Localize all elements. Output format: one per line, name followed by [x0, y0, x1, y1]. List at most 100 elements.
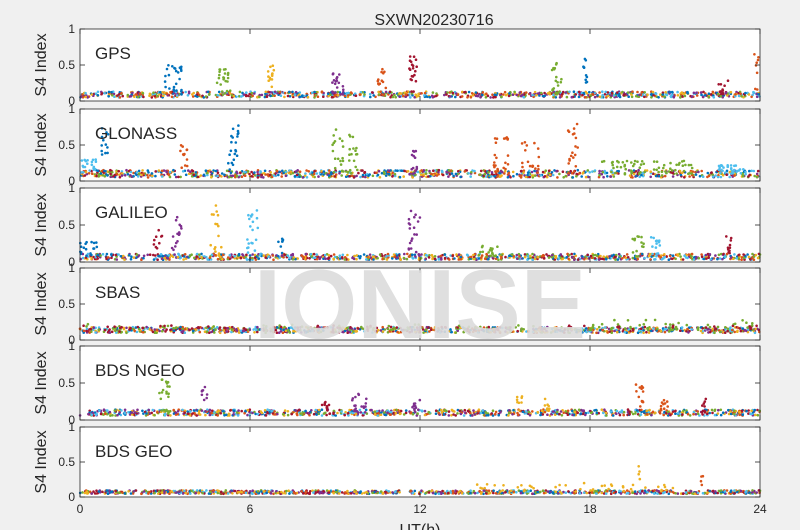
- data-point: [85, 172, 89, 176]
- data-point: [512, 408, 515, 412]
- data-point: [506, 163, 510, 166]
- data-point: [208, 408, 212, 412]
- data-point: [332, 170, 336, 174]
- data-point: [83, 174, 87, 177]
- data-point: [714, 254, 717, 257]
- data-point: [445, 170, 448, 174]
- data-point: [214, 204, 218, 207]
- data-point: [394, 95, 398, 99]
- data-point: [396, 169, 399, 172]
- data-point: [493, 93, 497, 96]
- data-point: [642, 331, 645, 335]
- data-point: [367, 174, 370, 177]
- data-point: [219, 83, 222, 86]
- data-point: [435, 94, 438, 98]
- data-point: [576, 146, 579, 149]
- data-point: [286, 94, 290, 98]
- data-point: [454, 95, 457, 99]
- data-point: [694, 412, 698, 416]
- data-point: [640, 91, 644, 94]
- data-point: [100, 153, 104, 156]
- data-point: [719, 95, 723, 98]
- data-point: [733, 322, 737, 326]
- data-point: [593, 257, 597, 260]
- data-point: [198, 253, 201, 256]
- data-point: [336, 157, 340, 161]
- data-point: [442, 413, 446, 416]
- data-point: [688, 175, 691, 178]
- data-point: [361, 414, 365, 417]
- data-point: [755, 61, 758, 64]
- data-point: [420, 92, 423, 95]
- data-points: [80, 122, 760, 179]
- data-point: [423, 91, 427, 95]
- data-point: [173, 173, 177, 176]
- data-point: [700, 169, 703, 173]
- data-point: [161, 329, 164, 333]
- data-point: [129, 94, 133, 98]
- data-point: [215, 81, 219, 85]
- data-point: [301, 176, 305, 179]
- data-point: [522, 95, 525, 99]
- data-point: [158, 241, 161, 245]
- data-point: [408, 172, 412, 176]
- data-point: [249, 215, 253, 218]
- data-point: [127, 254, 131, 257]
- data-point: [717, 83, 720, 86]
- data-point: [236, 135, 239, 138]
- data-point: [115, 258, 119, 261]
- data-point: [190, 327, 194, 330]
- data-point: [714, 174, 717, 177]
- data-point: [221, 93, 225, 96]
- data-point: [312, 172, 316, 176]
- data-point: [752, 90, 755, 94]
- data-point: [359, 91, 363, 94]
- data-point: [658, 244, 662, 247]
- data-point: [413, 73, 416, 77]
- data-point: [663, 174, 667, 178]
- data-point: [584, 175, 588, 179]
- data-point: [346, 171, 350, 174]
- data-point: [493, 161, 496, 164]
- data-point: [291, 90, 294, 94]
- data-point: [383, 70, 386, 74]
- data-point: [100, 92, 104, 95]
- data-point: [504, 161, 507, 165]
- data-point: [250, 175, 254, 178]
- data-point: [640, 252, 644, 256]
- data-point: [351, 135, 355, 139]
- data-point: [113, 173, 116, 177]
- data-point: [661, 93, 665, 96]
- data-point: [331, 72, 335, 76]
- data-point: [96, 90, 100, 94]
- data-point: [678, 169, 682, 173]
- data-point: [175, 215, 179, 219]
- data-point: [350, 152, 353, 156]
- data-point: [226, 326, 230, 330]
- data-point: [631, 327, 635, 331]
- data-point: [379, 90, 383, 93]
- data-point: [757, 93, 760, 96]
- data-point: [414, 69, 417, 73]
- data-point: [636, 257, 639, 261]
- data-point: [277, 240, 280, 244]
- data-point: [210, 253, 214, 256]
- data-point: [221, 257, 224, 261]
- data-point: [263, 169, 267, 173]
- data-point: [623, 163, 627, 167]
- data-point: [223, 173, 226, 177]
- data-point: [177, 252, 180, 256]
- data-point: [618, 92, 621, 96]
- data-point: [236, 129, 240, 133]
- data-point: [646, 328, 650, 332]
- data-point: [574, 93, 578, 96]
- data-point: [708, 253, 712, 256]
- data-point: [357, 171, 360, 175]
- data-point: [167, 73, 171, 77]
- data-point: [701, 175, 705, 178]
- data-point: [87, 412, 90, 416]
- data-point: [170, 95, 174, 99]
- data-point: [88, 328, 91, 331]
- data-point: [734, 95, 737, 98]
- data-point: [100, 127, 104, 130]
